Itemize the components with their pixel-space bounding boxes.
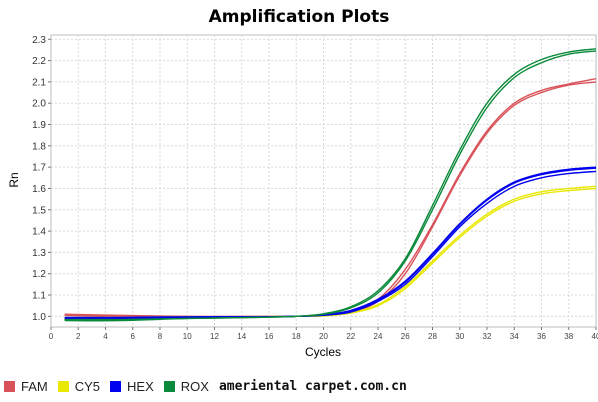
legend-swatch-fam: [4, 380, 15, 392]
x-tick-label: 2: [76, 332, 81, 341]
series-rox-curve-2: [64, 48, 597, 322]
x-tick-label: 22: [346, 332, 355, 341]
legend-item-rox: ROX: [163, 378, 209, 394]
x-tick-label: 28: [428, 332, 437, 341]
x-axis-label: Cycles: [304, 345, 341, 359]
legend-swatch-hex: [110, 380, 122, 392]
y-tick-label: 1.5: [32, 205, 46, 216]
legend: FAM CY5 HEX ROX ameriental carpet.com.cn: [4, 377, 407, 395]
legend-swatch-rox: [163, 380, 175, 392]
legend-label-hex: HEX: [127, 378, 154, 394]
x-tick-label: 32: [483, 332, 492, 341]
legend-item-cy5: CY5: [57, 378, 101, 394]
x-tick-label: 36: [537, 332, 546, 341]
x-tick-label: 34: [510, 332, 519, 341]
x-tick-label: 10: [183, 332, 192, 341]
x-tick-label: 12: [210, 332, 219, 341]
x-tick-label: 14: [237, 332, 246, 341]
x-tick-label: 30: [455, 332, 464, 341]
legend-swatch-cy5: [57, 380, 69, 392]
plot-curves: [64, 48, 597, 322]
y-tick-label: 2.0: [32, 99, 46, 110]
x-tick-label: 26: [401, 332, 410, 341]
x-tick-label: 20: [319, 332, 328, 341]
y-tick-label: 1.3: [32, 248, 46, 259]
y-tick-label: 1.7: [32, 163, 46, 174]
x-tick-label: 24: [374, 332, 383, 341]
legend-item-fam: FAM: [4, 379, 48, 394]
y-tick-label: 1.2: [32, 269, 46, 280]
x-tick-label: 18: [292, 332, 301, 341]
y-tick-label: 1.0: [32, 312, 46, 323]
y-tick-label: 1.8: [32, 141, 46, 152]
legend-label-cy5: CY5: [74, 378, 101, 394]
grid-lines: [50, 34, 597, 328]
x-tick-label: 8: [158, 332, 163, 341]
x-tick-label: 16: [265, 332, 274, 341]
series-hex-curve-3: [64, 166, 597, 321]
chart-title: Amplification Plots: [208, 7, 390, 27]
y-tick-label: 2.2: [32, 56, 46, 67]
watermark-text: ameriental carpet.com.cn: [218, 378, 407, 394]
y-tick-label: 1.4: [32, 227, 46, 238]
axes: 02468101214161820222426283032343638401.0…: [32, 35, 598, 341]
x-tick-label: 0: [49, 332, 54, 341]
y-tick-label: 2.3: [32, 35, 46, 46]
y-tick-label: 1.9: [32, 120, 46, 131]
x-tick-label: 6: [131, 332, 136, 341]
legend-label-rox: ROX: [180, 378, 209, 394]
y-axis-label: Rn: [7, 172, 21, 188]
y-tick-label: 1.1: [32, 291, 46, 302]
y-tick-label: 2.1: [32, 77, 46, 88]
x-tick-label: 4: [103, 332, 108, 341]
legend-label-fam: FAM: [21, 378, 48, 394]
legend-item-hex: HEX: [110, 379, 154, 394]
x-tick-label: 38: [564, 332, 573, 341]
y-tick-label: 1.6: [32, 184, 46, 195]
x-tick-label: 40: [592, 332, 598, 341]
